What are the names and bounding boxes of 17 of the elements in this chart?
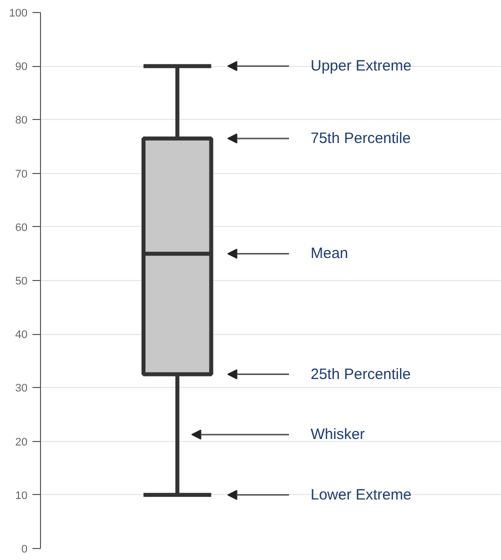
y-tick-label: 0 [21, 544, 28, 556]
y-tick-label: 40 [15, 329, 28, 342]
y-tick-label: 30 [15, 382, 28, 395]
annotation: Upper Extreme [310, 58, 412, 75]
y-tick-label: 60 [15, 222, 28, 234]
y-tick-label: 50 [15, 276, 28, 288]
y-tick-label: 20 [15, 436, 28, 448]
y-tick-label: 90 [15, 61, 28, 74]
y-tick-label: 10 [15, 490, 28, 502]
y-tick-label: 100 [9, 8, 28, 20]
annotation: 75th Percentile [310, 130, 411, 147]
annotation: Whisker [310, 426, 365, 444]
annotation: Lower Extreme [310, 486, 412, 504]
annotation: Mean [310, 245, 348, 262]
annotation: 25th Percentile [310, 366, 411, 383]
y-tick-label: 70 [15, 168, 28, 180]
y-tick-label: 80 [15, 114, 28, 127]
